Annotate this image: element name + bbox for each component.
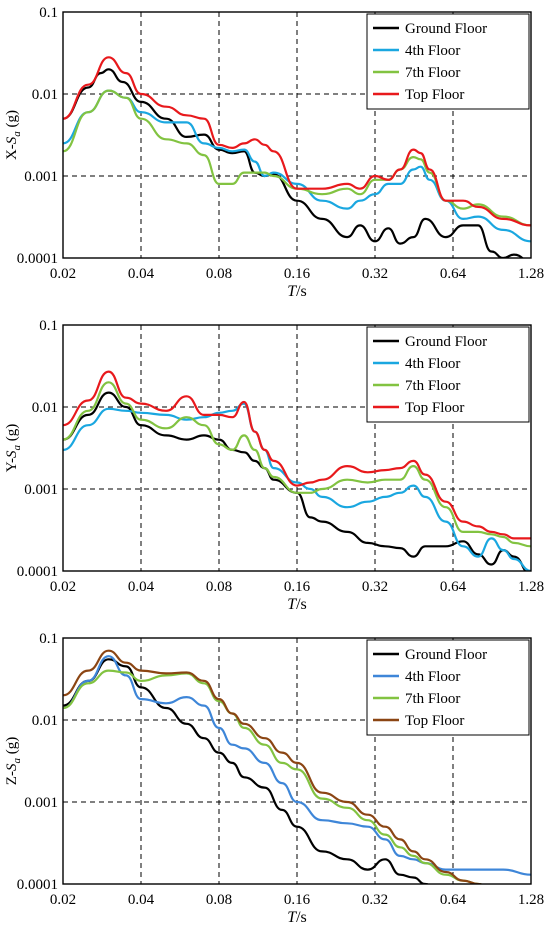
legend-label: Top Floor <box>405 713 464 729</box>
x-tick-label: 0.16 <box>284 892 311 908</box>
x-tick-label: 0.08 <box>206 266 232 282</box>
series-line-4th-floor <box>63 89 531 243</box>
x-tick-label: 0.08 <box>206 579 232 595</box>
x-tick-label: 0.02 <box>50 892 76 908</box>
series-line-top-floor <box>63 370 531 540</box>
legend-box <box>366 13 530 110</box>
legend-label: Ground Floor <box>405 647 487 663</box>
legend: Ground Floor 4th Floor 7th Floor Top Floor <box>366 13 530 110</box>
y-tick-label: 0.0001 <box>17 877 58 893</box>
x-tick-label: 0.32 <box>362 266 388 282</box>
y-axis-label: Y-Sa (g) <box>4 424 23 472</box>
x-tick-label: 0.64 <box>440 892 467 908</box>
x-tick-label: 0.64 <box>440 579 467 595</box>
y-axis-label: Z-Sa (g) <box>4 737 23 785</box>
y-tick-label: 0.0001 <box>17 564 58 580</box>
x-tick-label: 0.04 <box>128 892 155 908</box>
y-axis-label: X-Sa (g) <box>4 110 23 160</box>
plot-frame <box>62 11 532 259</box>
y-tick-label: 0.1 <box>39 5 58 21</box>
legend: Ground Floor 4th Floor 7th Floor Top Floor <box>366 326 530 423</box>
x-tick-label: 0.04 <box>128 266 155 282</box>
legend-label: Ground Floor <box>405 21 487 37</box>
y-tick-label: 0.001 <box>24 795 58 811</box>
x-tick-label: 0.02 <box>50 579 76 595</box>
legend-label: 4th Floor <box>405 669 460 685</box>
chart-panel-1: 0.02 0.04 0.08 0.16 0.32 0.64 1.28 0.0001 0.001 0… <box>4 5 544 300</box>
x-tick-label: 1.28 <box>518 579 544 595</box>
legend-label: 4th Floor <box>405 43 460 59</box>
chart-panel-3: 0.02 0.04 0.08 0.16 0.32 0.64 1.28 0.0001 0.001 0… <box>4 631 544 926</box>
y-tick-label: 0.01 <box>32 400 58 416</box>
series-line-top-floor <box>63 56 531 227</box>
y-tick-label: 0.1 <box>39 318 58 334</box>
x-tick-label: 0.04 <box>128 579 155 595</box>
legend-label: Top Floor <box>405 400 464 416</box>
y-tick-label: 0.01 <box>32 713 58 729</box>
x-axis-label: T/s <box>287 596 307 613</box>
series-line-ground-floor <box>63 658 430 884</box>
plot-frame <box>62 324 532 572</box>
plot-frame <box>62 637 532 885</box>
x-tick-label: 0.64 <box>440 266 467 282</box>
x-axis-label: T/s <box>287 909 307 926</box>
x-tick-label: 0.16 <box>284 266 311 282</box>
legend-label: 7th Floor <box>405 65 460 81</box>
x-tick-label: 0.32 <box>362 892 388 908</box>
x-axis-label: T/s <box>287 283 307 300</box>
y-tick-label: 0.1 <box>39 631 58 647</box>
x-tick-label: 0.08 <box>206 892 232 908</box>
series-line-7th-floor <box>63 669 484 884</box>
x-tick-label: 0.02 <box>50 266 76 282</box>
series-line-ground-floor <box>63 68 524 258</box>
x-tick-label: 0.16 <box>284 579 311 595</box>
series-line-4th-floor <box>63 655 531 876</box>
y-tick-label: 0.001 <box>24 169 58 185</box>
legend-label: 7th Floor <box>405 691 460 707</box>
x-tick-label: 1.28 <box>518 266 544 282</box>
y-tick-label: 0.01 <box>32 87 58 103</box>
chart-panel-2: 0.02 0.04 0.08 0.16 0.32 0.64 1.28 0.0001 0.001 0… <box>4 318 544 613</box>
legend-label: Ground Floor <box>405 334 487 350</box>
legend-label: 7th Floor <box>405 378 460 394</box>
series-line-top-floor <box>63 649 484 884</box>
x-tick-label: 1.28 <box>518 892 544 908</box>
legend: Ground Floor 4th Floor 7th Floor Top Floor <box>366 639 530 736</box>
legend-label: Top Floor <box>405 87 464 103</box>
legend-label: 4th Floor <box>405 356 460 372</box>
y-tick-label: 0.0001 <box>17 251 58 267</box>
series-line-ground-floor <box>63 391 527 571</box>
y-tick-label: 0.001 <box>24 482 58 498</box>
series-line-4th-floor <box>63 402 531 571</box>
x-tick-label: 0.32 <box>362 579 388 595</box>
series-line-7th-floor <box>63 381 531 548</box>
